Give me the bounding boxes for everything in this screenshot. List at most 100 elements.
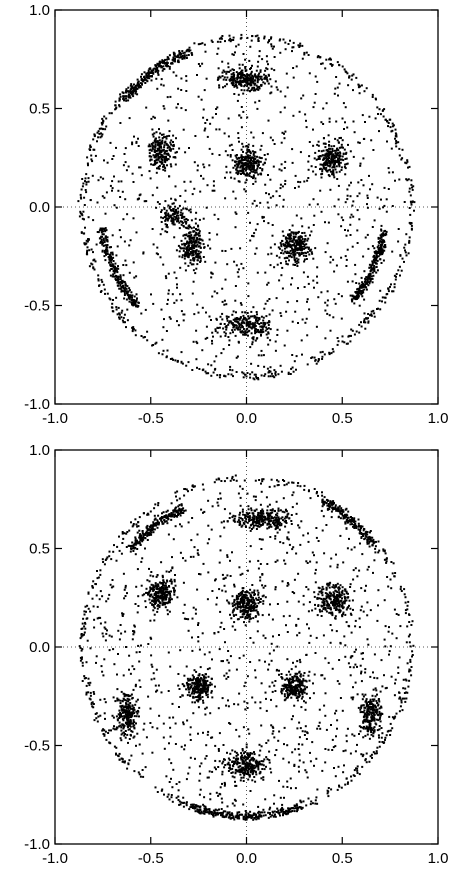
scatter-point — [193, 687, 195, 690]
scatter-point — [257, 74, 260, 77]
scatter-point — [244, 624, 247, 627]
scatter-point — [190, 242, 193, 245]
scatter-point — [242, 372, 245, 375]
scatter-point — [326, 152, 329, 155]
scatter-point — [291, 244, 294, 247]
scatter-point — [264, 329, 267, 332]
scatter-point — [119, 276, 122, 279]
scatter-point — [239, 76, 242, 79]
scatter-point — [183, 247, 186, 250]
scatter-point — [252, 514, 255, 517]
scatter-point — [324, 67, 327, 70]
scatter-point — [298, 46, 301, 48]
scatter-point — [149, 177, 152, 180]
scatter-point — [207, 684, 209, 687]
scatter-point — [256, 520, 259, 523]
scatter-point — [245, 319, 248, 322]
scatter-point — [370, 310, 373, 313]
scatter-point — [225, 78, 228, 81]
scatter-point — [248, 518, 250, 521]
scatter-point — [153, 599, 156, 602]
scatter-point — [273, 524, 276, 527]
scatter-point — [253, 517, 256, 520]
scatter-point — [127, 96, 130, 99]
scatter-point — [111, 310, 114, 313]
scatter-point — [243, 523, 246, 525]
scatter-point — [257, 596, 260, 599]
scatter-point — [253, 607, 256, 609]
scatter-point — [204, 337, 207, 340]
scatter-point — [108, 257, 111, 260]
scatter-point — [162, 590, 165, 593]
scatter-point — [166, 164, 168, 167]
scatter-point — [154, 585, 157, 588]
scatter-point — [157, 585, 160, 588]
scatter-point — [368, 275, 371, 278]
scatter-point — [173, 271, 176, 274]
scatter-point — [349, 216, 352, 219]
scatter-point — [109, 184, 112, 187]
scatter-point — [143, 76, 145, 79]
scatter-point — [206, 184, 209, 187]
scatter-point — [379, 248, 382, 251]
scatter-point — [185, 218, 188, 220]
scatter-point — [254, 160, 257, 163]
scatter-point — [241, 616, 244, 618]
scatter-point — [185, 90, 188, 92]
scatter-point — [101, 117, 104, 120]
scatter-point — [167, 292, 170, 295]
scatter-point — [185, 242, 187, 245]
scatter-point — [376, 250, 379, 253]
scatter-point — [164, 150, 167, 153]
scatter-point — [232, 609, 235, 612]
scatter-point — [246, 599, 249, 602]
scatter-point — [332, 174, 335, 177]
scatter-point — [123, 297, 126, 300]
scatter-point — [237, 132, 240, 135]
scatter-point — [379, 234, 382, 237]
scatter-point — [239, 598, 242, 601]
scatter-point — [389, 285, 391, 288]
scatter-point — [373, 219, 376, 222]
scatter-point — [338, 602, 341, 605]
scatter-point — [273, 56, 276, 58]
scatter-point — [352, 200, 355, 203]
scatter-point — [398, 178, 401, 181]
scatter-point — [286, 263, 289, 266]
scatter-point — [241, 595, 244, 598]
scatter-point — [257, 519, 260, 522]
scatter-point — [364, 277, 367, 280]
scatter-point — [265, 512, 268, 515]
scatter-point — [195, 254, 198, 257]
scatter-point — [121, 285, 123, 288]
scatter-point — [259, 331, 262, 334]
scatter-point — [317, 593, 320, 596]
scatter-point — [166, 609, 169, 612]
scatter-point — [179, 195, 182, 197]
scatter-point — [300, 251, 303, 254]
scatter-point — [210, 683, 213, 686]
scatter-point — [151, 144, 154, 147]
scatter-point — [339, 158, 342, 161]
scatter-point — [150, 293, 152, 296]
scatter-point — [163, 160, 166, 163]
scatter-point — [245, 518, 248, 521]
scatter-point — [275, 190, 278, 193]
scatter-point — [330, 592, 333, 595]
scatter-point — [156, 167, 158, 170]
scatter-point — [177, 61, 180, 64]
scatter-point — [328, 591, 331, 594]
scatter-point — [322, 608, 325, 610]
scatter-point — [165, 217, 168, 220]
scatter-point — [341, 586, 344, 589]
scatter-point — [244, 77, 247, 80]
scatter-point — [97, 274, 100, 277]
scatter-point — [111, 253, 114, 256]
scatter-point — [256, 316, 259, 319]
scatter-point — [172, 217, 175, 220]
scatter-point — [128, 271, 131, 274]
scatter-point — [147, 71, 150, 74]
scatter-point — [198, 695, 201, 698]
scatter-point — [145, 200, 148, 203]
scatter-point — [156, 610, 159, 613]
